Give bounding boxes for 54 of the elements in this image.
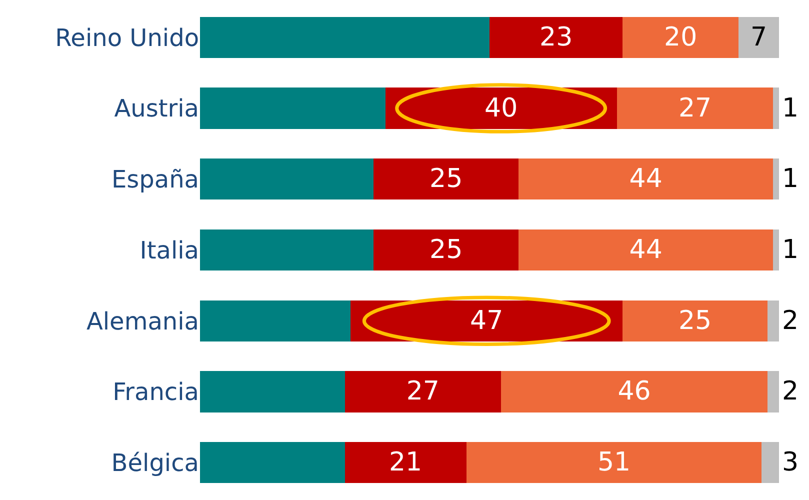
bar xyxy=(738,16,779,58)
data-label: 23 xyxy=(540,22,573,52)
bar xyxy=(762,442,779,484)
y-tick-label: Francia xyxy=(112,378,199,406)
bar xyxy=(518,158,774,200)
bar xyxy=(200,229,374,271)
data-label: 25 xyxy=(430,164,463,194)
bar xyxy=(466,442,762,484)
bar xyxy=(344,442,466,484)
bar xyxy=(200,88,386,129)
bar xyxy=(490,16,623,58)
data-label: 21 xyxy=(389,448,422,478)
data-label: 27 xyxy=(406,376,440,407)
data-label: 2 xyxy=(782,306,799,336)
bar xyxy=(622,16,738,58)
bar xyxy=(773,158,779,200)
data-label: 51 xyxy=(597,448,631,478)
data-label: 1 xyxy=(782,93,799,124)
bar xyxy=(622,300,768,342)
bar xyxy=(200,442,345,484)
bar xyxy=(344,371,502,412)
data-label: 1 xyxy=(782,235,799,265)
bar xyxy=(374,158,518,200)
data-label: 7 xyxy=(750,22,768,52)
bar xyxy=(200,158,374,200)
y-tick-label: España xyxy=(111,166,199,194)
data-label: 3 xyxy=(782,448,799,478)
data-label: 27 xyxy=(678,93,712,124)
bar xyxy=(518,229,774,271)
bar xyxy=(200,300,351,342)
y-tick-label: Austria xyxy=(114,94,199,123)
bar xyxy=(374,229,518,271)
bar xyxy=(773,88,779,129)
bar xyxy=(200,16,490,58)
data-label: 40 xyxy=(484,93,518,124)
y-tick-label: Reino Unido xyxy=(55,24,199,52)
data-label: 44 xyxy=(629,235,662,265)
data-label: 47 xyxy=(470,306,504,336)
bar xyxy=(501,371,768,412)
bar xyxy=(773,229,779,271)
data-label: 44 xyxy=(629,164,662,194)
data-label: 46 xyxy=(618,376,651,407)
bar xyxy=(200,371,345,412)
data-label: 25 xyxy=(678,306,712,336)
bar xyxy=(767,300,779,342)
data-label: 20 xyxy=(664,22,698,52)
data-label: 25 xyxy=(430,235,463,265)
y-tick-label: Bélgica xyxy=(111,448,199,477)
data-label: 1 xyxy=(782,164,799,194)
y-tick-label: Alemania xyxy=(86,307,199,336)
data-label: 2 xyxy=(782,376,799,407)
bar xyxy=(767,371,779,412)
y-tick-label: Italia xyxy=(140,236,199,264)
bar xyxy=(616,88,774,129)
